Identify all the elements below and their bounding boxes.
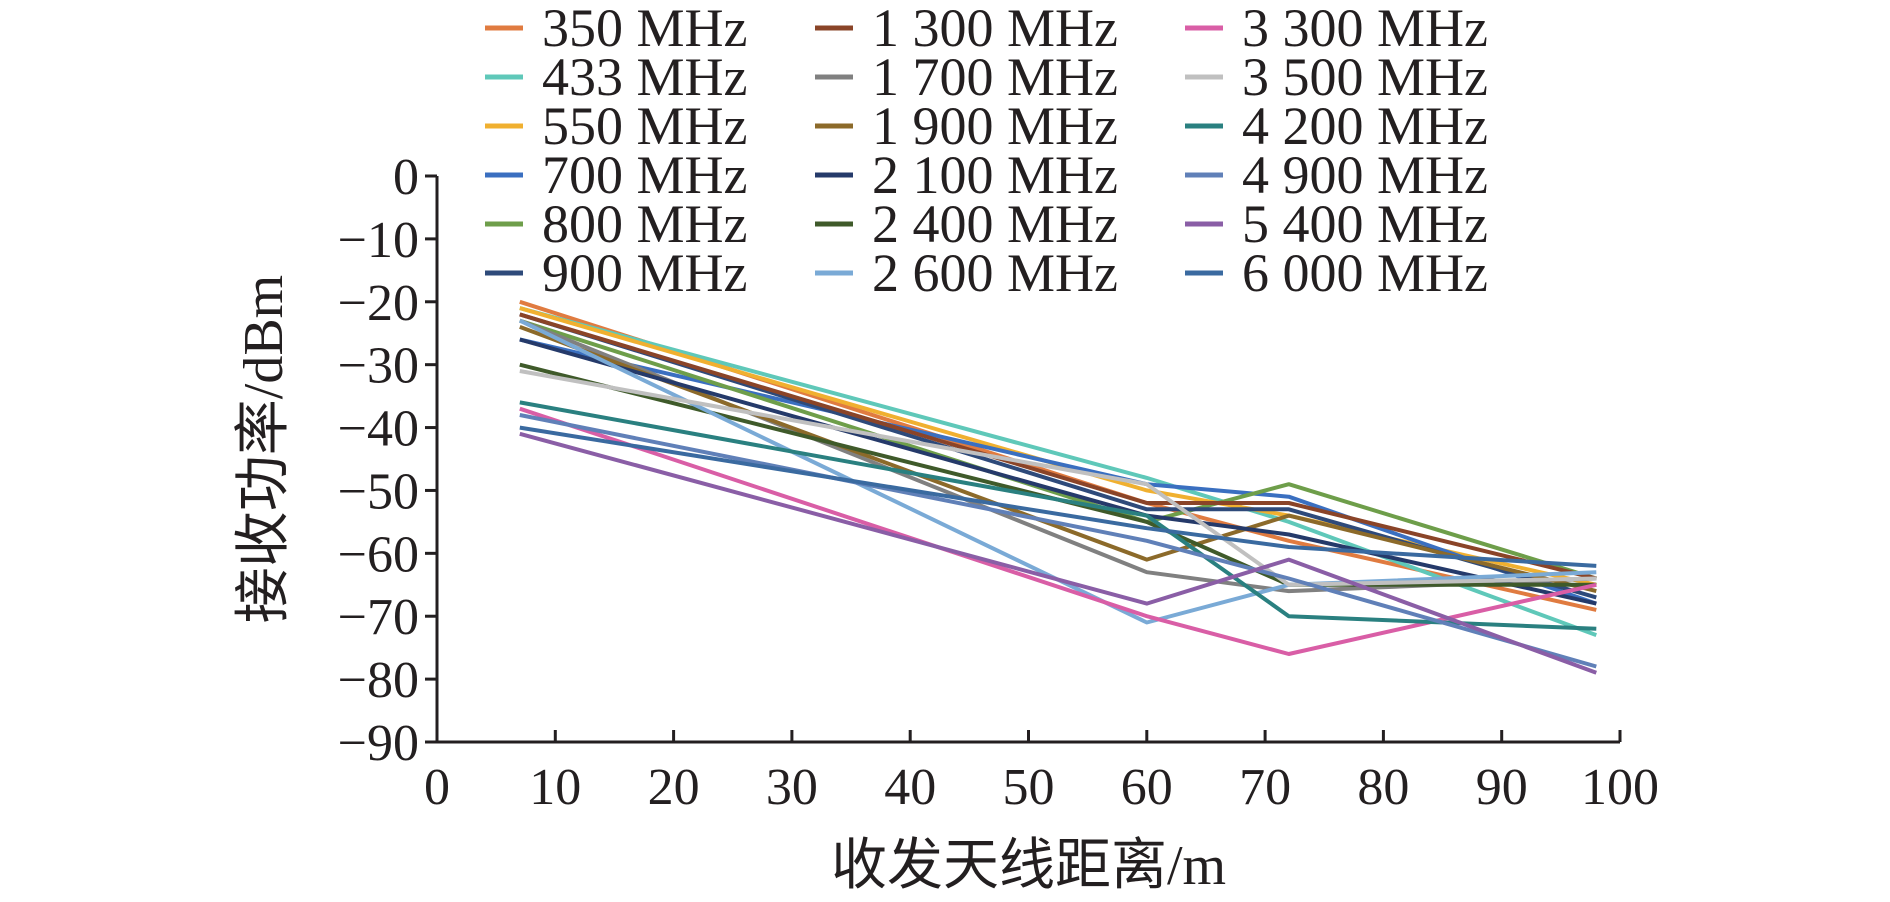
legend-label: 2 100 MHz [872, 145, 1118, 205]
legend-label: 3 500 MHz [1242, 47, 1488, 107]
x-tick-label: 0 [424, 759, 450, 816]
y-tick-label: −90 [338, 715, 419, 772]
legend-item: 800 MHz [485, 194, 747, 254]
legend-label: 4 200 MHz [1242, 96, 1488, 156]
x-axis-title: 收发天线距离/m [831, 835, 1226, 897]
x-tick-label: 100 [1581, 759, 1659, 816]
series-line [519, 337, 1597, 606]
x-tick-label: 20 [648, 759, 700, 816]
legend-item: 1 900 MHz [815, 96, 1118, 156]
legend-item: 1 700 MHz [815, 47, 1118, 107]
y-tick-label: −40 [338, 401, 419, 458]
legend-label: 1 300 MHz [872, 0, 1118, 58]
x-tick-label: 30 [766, 759, 818, 816]
legend-label: 2 600 MHz [872, 243, 1118, 303]
legend-item: 1 300 MHz [815, 0, 1118, 58]
legend-item: 2 100 MHz [815, 145, 1118, 205]
y-tick-label: −50 [338, 463, 419, 520]
legend-item: 5 400 MHz [1185, 194, 1488, 254]
series-line [519, 431, 1597, 675]
legend-item: 550 MHz [485, 96, 747, 156]
legend-item: 4 200 MHz [1185, 96, 1488, 156]
series-line [518, 318, 1597, 625]
legend-label: 800 MHz [542, 194, 747, 254]
legend-label: 3 300 MHz [1242, 0, 1488, 58]
y-axis-title: 接收功率/dBm [233, 275, 295, 623]
legend-item: 900 MHz [485, 243, 747, 303]
y-tick-label: −30 [338, 338, 419, 395]
y-tick-label: 0 [393, 149, 419, 206]
y-tick-label: −70 [338, 589, 419, 646]
series-line [519, 369, 1597, 587]
legend-label: 550 MHz [542, 96, 747, 156]
x-tick-label: 10 [529, 759, 581, 816]
legend-label: 433 MHz [542, 47, 747, 107]
series-line [519, 425, 1597, 568]
legend-label: 1 700 MHz [872, 47, 1118, 107]
series-line [519, 312, 1597, 581]
series-layer [518, 299, 1597, 675]
series-line [519, 406, 1597, 656]
y-tick-group: 0 −10 −20 −30 −40−50 −60 −70 −80 −90 [338, 149, 437, 772]
series-line [519, 299, 1597, 612]
legend-item: 700 MHz [485, 145, 747, 205]
legend-label: 1 900 MHz [872, 96, 1118, 156]
legend-label: 4 900 MHz [1242, 145, 1488, 205]
x-tick-label: 90 [1476, 759, 1528, 816]
x-tick-label: 40 [884, 759, 936, 816]
legend-label: 350 MHz [542, 0, 747, 58]
y-tick-label: −80 [338, 652, 419, 709]
x-tick-label: 80 [1357, 759, 1409, 816]
series-line [519, 362, 1597, 587]
legend-label: 700 MHz [542, 145, 747, 205]
y-tick-label: −20 [338, 275, 419, 332]
legend-item: 2 400 MHz [815, 194, 1118, 254]
legend-label: 5 400 MHz [1242, 194, 1488, 254]
x-tick-label: 70 [1239, 759, 1291, 816]
series-line [519, 337, 1597, 606]
legend-item: 6 000 MHz [1185, 243, 1488, 303]
legend-item: 3 300 MHz [1185, 0, 1488, 58]
x-tick-group: 0 10 20 30 40 50 60 70 80 90 100 [424, 730, 1659, 816]
y-tick-label: −60 [338, 526, 419, 583]
legend-item: 3 500 MHz [1185, 47, 1488, 107]
legend-label: 2 400 MHz [872, 194, 1118, 254]
legend-label: 6 000 MHz [1242, 243, 1488, 303]
legend-item: 350 MHz [485, 0, 747, 58]
x-tick-label: 50 [1003, 759, 1055, 816]
legend-label: 900 MHz [542, 243, 747, 303]
legend-item: 2 600 MHz [815, 243, 1118, 303]
legend-item: 4 900 MHz [1185, 145, 1488, 205]
legend-item: 433 MHz [485, 47, 747, 107]
y-tick-label: −10 [338, 212, 419, 269]
x-tick-label: 60 [1121, 759, 1173, 816]
